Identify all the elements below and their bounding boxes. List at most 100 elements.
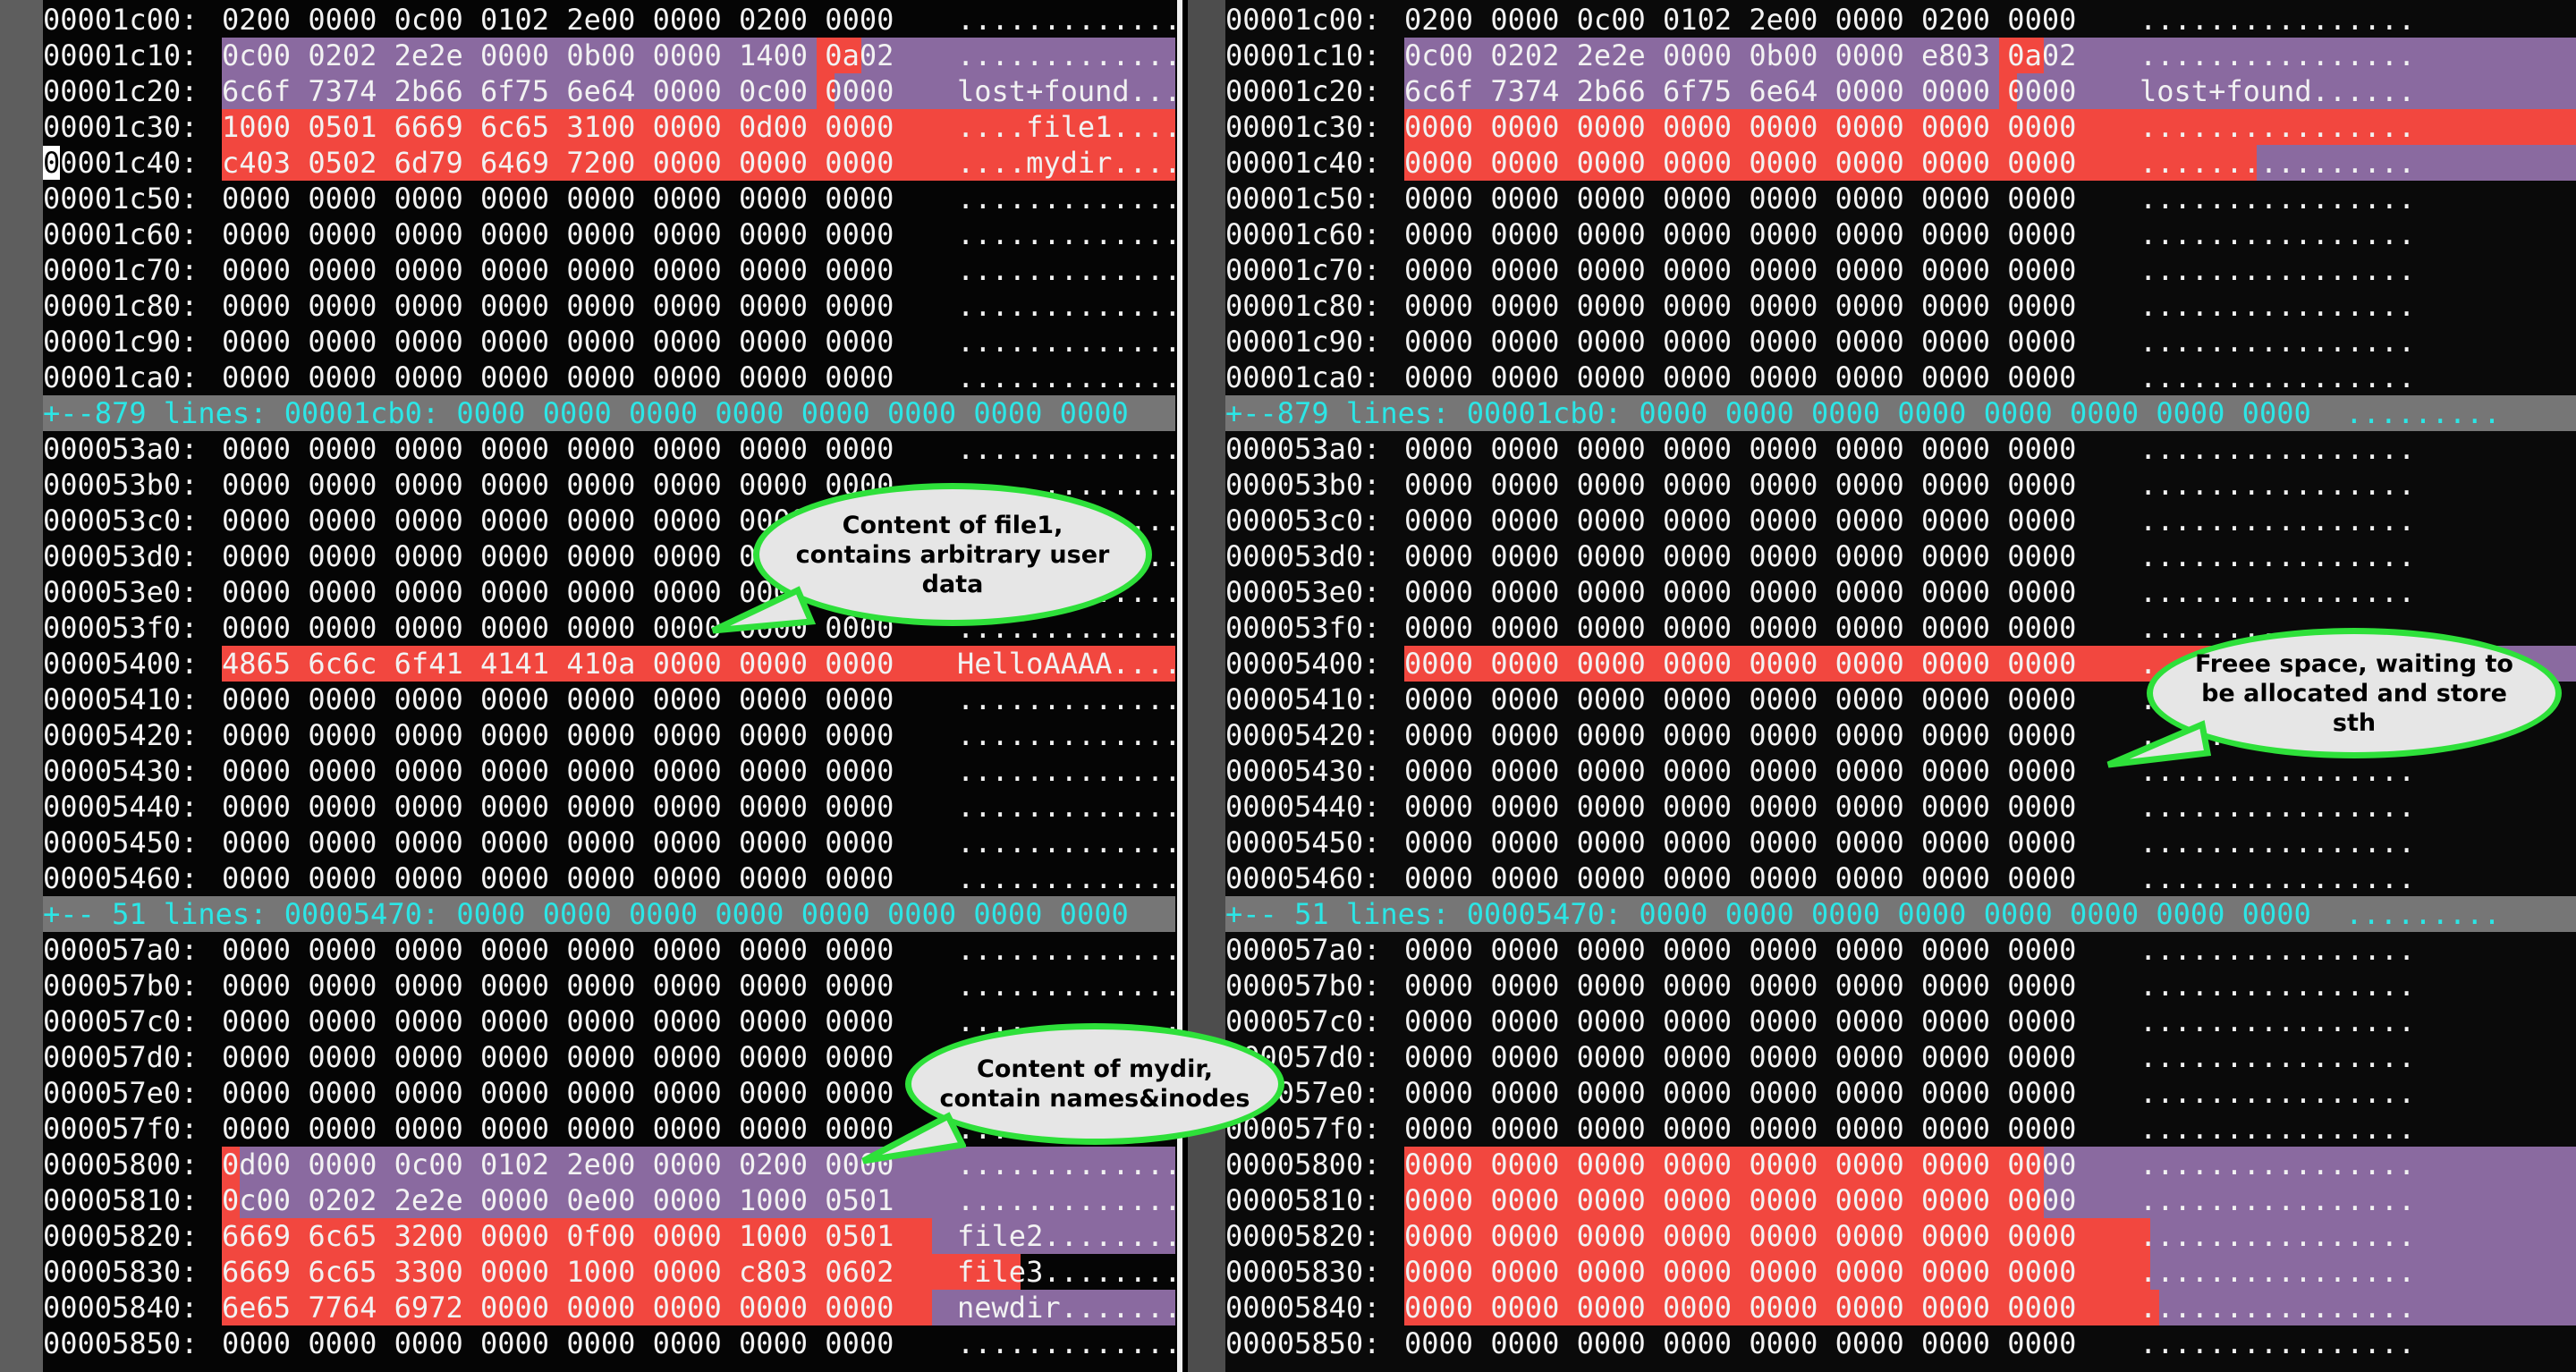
hex-row[interactable]: 000057a0: 0000 0000 0000 0000 0000 0000 0…: [43, 932, 1175, 968]
hex-row[interactable]: 000053e0: 0000 0000 0000 0000 0000 0000 0…: [1225, 574, 2576, 610]
changed-bytes-highlight: [1404, 1290, 2159, 1325]
changed-bytes-highlight: [1998, 73, 2017, 109]
hex-row[interactable]: 000057b0: 0000 0000 0000 0000 0000 0000 0…: [43, 968, 1175, 1004]
hex-row[interactable]: 00005440: 0000 0000 0000 0000 0000 0000 0…: [1225, 789, 2576, 825]
row-address: 00001ca0:: [43, 360, 199, 394]
fold-line[interactable]: ++-- 51 lines: 00005470: 0000 0000 0000 …: [1225, 896, 2576, 932]
hex-row[interactable]: 00001c80: 0000 0000 0000 0000 0000 0000 0…: [1225, 288, 2576, 324]
row-ascii: ................: [957, 360, 1175, 394]
hex-row[interactable]: 00005400: 4865 6c6c 6f41 4141 410a 0000 0…: [43, 646, 1175, 682]
row-ascii: ................: [2140, 1040, 2416, 1074]
fold-line[interactable]: ++-- 51 lines: 00005470: 0000 0000 0000 …: [43, 896, 1175, 932]
hex-row[interactable]: 000057b0: 0000 0000 0000 0000 0000 0000 0…: [1225, 968, 2576, 1004]
hex-row[interactable]: 000057c0: 0000 0000 0000 0000 0000 0000 0…: [1225, 1004, 2576, 1039]
hex-row[interactable]: 00005430: 0000 0000 0000 0000 0000 0000 0…: [43, 753, 1175, 789]
row-address: 000057a0:: [43, 933, 199, 967]
hex-row[interactable]: 000057e0: 0000 0000 0000 0000 0000 0000 0…: [1225, 1075, 2576, 1111]
row-address: 000057b0:: [43, 969, 199, 1003]
hex-row[interactable]: 00005810: 0c00 0202 2e2e 0000 0e00 0000 1…: [43, 1182, 1175, 1218]
left-hexdump-pane[interactable]: 00001c00: 0200 0000 0c00 0102 2e00 0000 0…: [43, 0, 1175, 1372]
hex-row[interactable]: 00005840: 6e65 7764 6972 0000 0000 0000 0…: [43, 1290, 1175, 1325]
split-divider[interactable]: [1177, 0, 1182, 1372]
hex-row[interactable]: 00001c40: c403 0502 6d79 6469 7200 0000 0…: [43, 145, 1175, 181]
hex-row[interactable]: 000053a0: 0000 0000 0000 0000 0000 0000 0…: [43, 431, 1175, 467]
hex-row[interactable]: 00001c00: 0200 0000 0c00 0102 2e00 0000 0…: [43, 2, 1175, 38]
hex-row[interactable]: 00005820: 0000 0000 0000 0000 0000 0000 0…: [1225, 1218, 2576, 1254]
hex-row[interactable]: 00005810: 0000 0000 0000 0000 0000 0000 0…: [1225, 1182, 2576, 1218]
hex-row[interactable]: 000053c0: 0000 0000 0000 0000 0000 0000 0…: [1225, 503, 2576, 538]
hex-row[interactable]: 00001c60: 0000 0000 0000 0000 0000 0000 0…: [1225, 216, 2576, 252]
hex-row[interactable]: 000057f0: 0000 0000 0000 0000 0000 0000 0…: [1225, 1111, 2576, 1147]
row-address: 00001c50:: [1225, 182, 1381, 216]
hex-row[interactable]: 000053d0: 0000 0000 0000 0000 0000 0000 0…: [1225, 538, 2576, 574]
hex-row[interactable]: 00005800: 0d00 0000 0c00 0102 2e00 0000 0…: [43, 1147, 1175, 1182]
hex-row[interactable]: 00001c00: 0200 0000 0c00 0102 2e00 0000 0…: [1225, 2, 2576, 38]
hex-row[interactable]: 00001c30: 1000 0501 6669 6c65 3100 0000 0…: [43, 109, 1175, 145]
hex-row[interactable]: 00001c40: 0000 0000 0000 0000 0000 0000 0…: [1225, 145, 2576, 181]
hex-row[interactable]: 000053b0: 0000 0000 0000 0000 0000 0000 0…: [1225, 467, 2576, 503]
row-hex-bytes: 0c00 0202 2e2e 0000 0b00 0000 1400 0a02: [222, 38, 894, 72]
row-ascii: ................: [957, 754, 1175, 788]
hex-row[interactable]: 00005420: 0000 0000 0000 0000 0000 0000 0…: [43, 717, 1175, 753]
hex-row[interactable]: 00005850: 0000 0000 0000 0000 0000 0000 0…: [1225, 1325, 2576, 1361]
hex-row[interactable]: 00001c50: 0000 0000 0000 0000 0000 0000 0…: [43, 181, 1175, 216]
hex-row[interactable]: 00001c10: 0c00 0202 2e2e 0000 0b00 0000 1…: [43, 38, 1175, 73]
hex-row[interactable]: 00001c80: 0000 0000 0000 0000 0000 0000 0…: [43, 288, 1175, 324]
changed-bytes-highlight: [816, 73, 835, 109]
row-address: 000053e0:: [43, 575, 199, 609]
hex-row[interactable]: 00005820: 6669 6c65 3200 0000 0f00 0000 1…: [43, 1218, 1175, 1254]
hex-row[interactable]: 00001ca0: 0000 0000 0000 0000 0000 0000 0…: [43, 360, 1175, 395]
fold-line[interactable]: ++--879 lines: 00001cb0: 0000 0000 0000 …: [43, 395, 1175, 431]
changed-bytes-highlight: [1404, 646, 2275, 682]
hex-row[interactable]: 00005840: 0000 0000 0000 0000 0000 0000 0…: [1225, 1290, 2576, 1325]
hex-row[interactable]: 00005440: 0000 0000 0000 0000 0000 0000 0…: [43, 789, 1175, 825]
hex-row[interactable]: 00001c90: 0000 0000 0000 0000 0000 0000 0…: [1225, 324, 2576, 360]
hex-row[interactable]: 00005430: 0000 0000 0000 0000 0000 0000 0…: [1225, 753, 2576, 789]
hex-row[interactable]: 00001c30: 0000 0000 0000 0000 0000 0000 0…: [1225, 109, 2576, 145]
hex-row[interactable]: 000053a0: 0000 0000 0000 0000 0000 0000 0…: [1225, 431, 2576, 467]
hex-row[interactable]: 00001c50: 0000 0000 0000 0000 0000 0000 0…: [1225, 181, 2576, 216]
hex-row[interactable]: 00005410: 0000 0000 0000 0000 0000 0000 0…: [43, 682, 1175, 717]
hex-row[interactable]: 00001c20: 6c6f 7374 2b66 6f75 6e64 0000 0…: [1225, 73, 2576, 109]
hex-row[interactable]: 00005450: 0000 0000 0000 0000 0000 0000 0…: [43, 825, 1175, 860]
hex-row[interactable]: 000057d0: 0000 0000 0000 0000 0000 0000 0…: [1225, 1039, 2576, 1075]
hex-row[interactable]: 000057d0: 0000 0000 0000 0000 0000 0000 0…: [43, 1039, 1175, 1075]
hex-row[interactable]: 00001c20: 6c6f 7374 2b66 6f75 6e64 0000 0…: [43, 73, 1175, 109]
row-ascii: ................: [2140, 217, 2416, 251]
row-ascii: ................: [2140, 1148, 2416, 1181]
hex-row[interactable]: 00001c70: 0000 0000 0000 0000 0000 0000 0…: [1225, 252, 2576, 288]
hex-row[interactable]: 00005460: 0000 0000 0000 0000 0000 0000 0…: [1225, 860, 2576, 896]
hex-row[interactable]: 000057a0: 0000 0000 0000 0000 0000 0000 0…: [1225, 932, 2576, 968]
hex-row[interactable]: 000057c0: 0000 0000 0000 0000 0000 0000 0…: [43, 1004, 1175, 1039]
hex-row[interactable]: 00001c10: 0c00 0202 2e2e 0000 0b00 0000 e…: [1225, 38, 2576, 73]
hex-row[interactable]: 00005830: 0000 0000 0000 0000 0000 0000 0…: [1225, 1254, 2576, 1290]
hex-row[interactable]: 00001ca0: 0000 0000 0000 0000 0000 0000 0…: [1225, 360, 2576, 395]
row-hex-bytes: 6c6f 7374 2b66 6f75 6e64 0000 0c00 0000: [222, 74, 894, 108]
row-address: 00005400:: [43, 647, 199, 681]
diff-line-highlight: [222, 1147, 1175, 1182]
hex-row[interactable]: 000053f0: 0000 0000 0000 0000 0000 0000 0…: [43, 610, 1175, 646]
fold-text: +-- 51 lines: 00005470: 0000 0000 0000 0…: [1225, 897, 2501, 931]
row-ascii: ................: [957, 969, 1175, 1003]
hex-row[interactable]: 00005800: 0000 0000 0000 0000 0000 0000 0…: [1225, 1147, 2576, 1182]
row-address: 000053e0:: [1225, 575, 1381, 609]
row-address: 000053a0:: [43, 432, 199, 466]
hex-row[interactable]: 00001c90: 0000 0000 0000 0000 0000 0000 0…: [43, 324, 1175, 360]
row-hex-bytes: 0000 0000 0000 0000 0000 0000 0000 0000: [1404, 468, 2077, 502]
hex-row[interactable]: 00005850: 0000 0000 0000 0000 0000 0000 0…: [43, 1325, 1175, 1361]
row-hex-bytes: c403 0502 6d79 6469 7200 0000 0000 0000: [222, 146, 894, 180]
hex-row[interactable]: 000053f0: 0000 0000 0000 0000 0000 0000 0…: [1225, 610, 2576, 646]
changed-bytes-highlight: [222, 1290, 932, 1325]
hex-row[interactable]: 00005830: 6669 6c65 3300 0000 1000 0000 c…: [43, 1254, 1175, 1290]
diff-line-highlight: [1404, 73, 2576, 109]
hex-row[interactable]: 00001c60: 0000 0000 0000 0000 0000 0000 0…: [43, 216, 1175, 252]
hex-row[interactable]: 00005450: 0000 0000 0000 0000 0000 0000 0…: [1225, 825, 2576, 860]
row-ascii: ................: [957, 289, 1175, 323]
hex-row[interactable]: 00005460: 0000 0000 0000 0000 0000 0000 0…: [43, 860, 1175, 896]
row-ascii: ................: [957, 826, 1175, 860]
diff-line-highlight: [222, 73, 1175, 109]
fold-line[interactable]: ++--879 lines: 00001cb0: 0000 0000 0000 …: [1225, 395, 2576, 431]
hex-row[interactable]: 00001c70: 0000 0000 0000 0000 0000 0000 0…: [43, 252, 1175, 288]
row-hex-bytes: 0000 0000 0000 0000 0000 0000 0000 0000: [222, 468, 894, 502]
callout-file1-text: Content of file1, contains arbitrary use…: [795, 511, 1110, 598]
